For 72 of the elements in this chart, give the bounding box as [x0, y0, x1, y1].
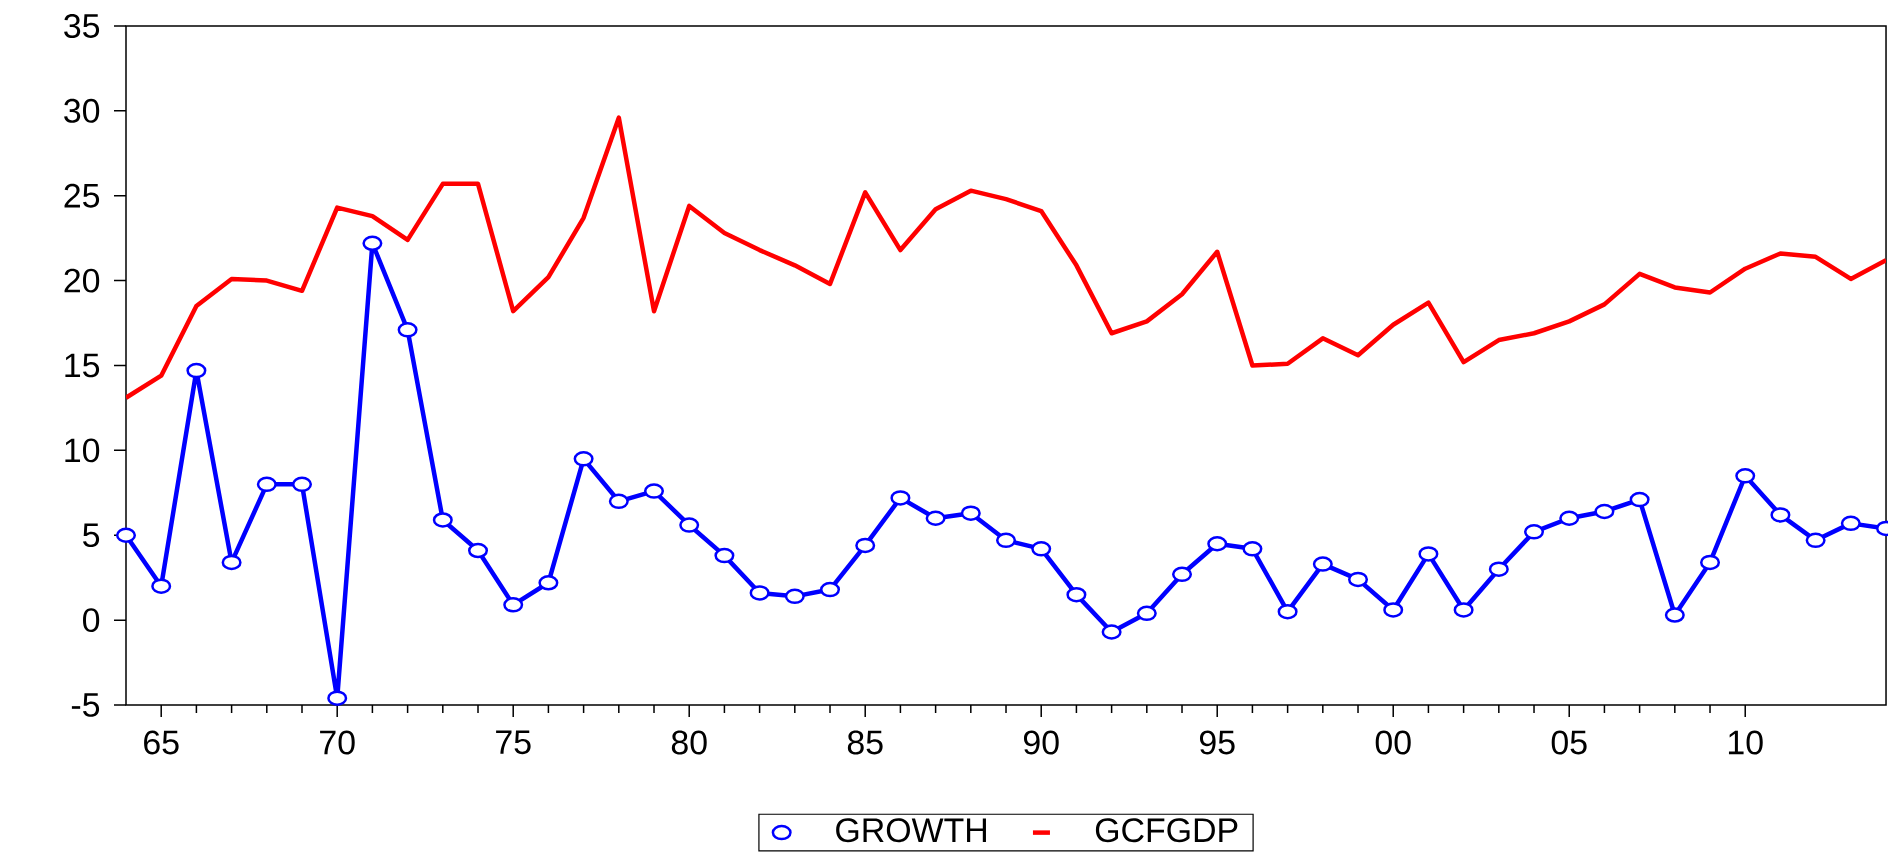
x-tick-label: 10 — [1728, 730, 1763, 755]
point — [995, 532, 1017, 549]
y-tick-label: -5 — [71, 693, 100, 717]
point — [1840, 515, 1861, 532]
y-tick-label: 25 — [64, 183, 100, 208]
x-tick-label: 90 — [1023, 730, 1059, 755]
x-tick-label: 65 — [144, 730, 179, 755]
point — [1418, 546, 1439, 562]
point — [1347, 571, 1369, 588]
x-tick-label: 00 — [1375, 730, 1411, 755]
point — [925, 510, 946, 527]
point — [1066, 586, 1087, 603]
point — [1101, 624, 1122, 640]
point — [1629, 491, 1650, 508]
point — [714, 547, 735, 564]
point — [1453, 602, 1474, 618]
x-tick-label: 95 — [1199, 730, 1235, 755]
point — [819, 581, 841, 598]
y-tick-label: 30 — [64, 98, 100, 123]
point — [221, 554, 242, 571]
point — [397, 322, 418, 338]
y-tick-label: 20 — [64, 268, 100, 293]
y-tick-label: 0 — [83, 608, 100, 633]
point — [643, 483, 665, 499]
point — [1383, 602, 1404, 618]
point — [573, 451, 594, 467]
point — [960, 505, 981, 521]
point — [855, 537, 876, 554]
y-tick-label: 35 — [64, 14, 100, 38]
point — [186, 362, 207, 379]
point — [503, 597, 524, 613]
point — [362, 235, 383, 252]
point — [1770, 507, 1791, 523]
y-tick-label: 15 — [65, 353, 100, 378]
point — [1735, 468, 1756, 484]
legend-label: GROWTH — [836, 818, 986, 843]
point — [1277, 603, 1298, 620]
point — [1700, 554, 1721, 571]
point — [1031, 541, 1052, 557]
point — [327, 690, 348, 706]
point — [1312, 556, 1333, 572]
x-tick-label: 80 — [671, 730, 707, 755]
point — [679, 517, 700, 533]
point — [608, 493, 629, 510]
x-tick-label: 85 — [847, 730, 883, 755]
x-tick-label: 70 — [320, 730, 355, 755]
line-series — [126, 115, 1887, 400]
point — [115, 527, 137, 543]
point — [1594, 503, 1615, 520]
point — [749, 585, 770, 601]
point — [1805, 532, 1826, 549]
point — [1136, 605, 1157, 622]
point — [1523, 524, 1545, 540]
point — [1242, 541, 1263, 557]
point — [1559, 510, 1580, 527]
x-tick-label: 05 — [1551, 730, 1587, 755]
point — [256, 476, 277, 493]
point — [784, 588, 805, 605]
point — [890, 490, 911, 506]
x-tick-label: 75 — [496, 730, 531, 755]
point — [1488, 561, 1509, 577]
point — [291, 476, 313, 493]
point — [1207, 535, 1228, 552]
point — [1171, 566, 1193, 583]
point — [432, 512, 453, 528]
legend-label: GCFGDP — [1095, 818, 1238, 843]
point — [151, 578, 172, 594]
y-tick-label: 10 — [65, 438, 100, 463]
point — [538, 575, 559, 591]
y-tick-label: 5 — [83, 523, 100, 548]
point — [467, 542, 489, 559]
point — [1664, 607, 1685, 623]
